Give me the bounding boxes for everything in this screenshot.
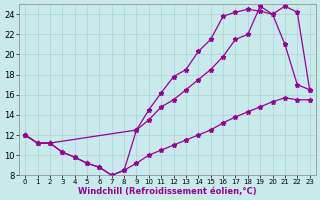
X-axis label: Windchill (Refroidissement éolien,°C): Windchill (Refroidissement éolien,°C)	[78, 187, 257, 196]
